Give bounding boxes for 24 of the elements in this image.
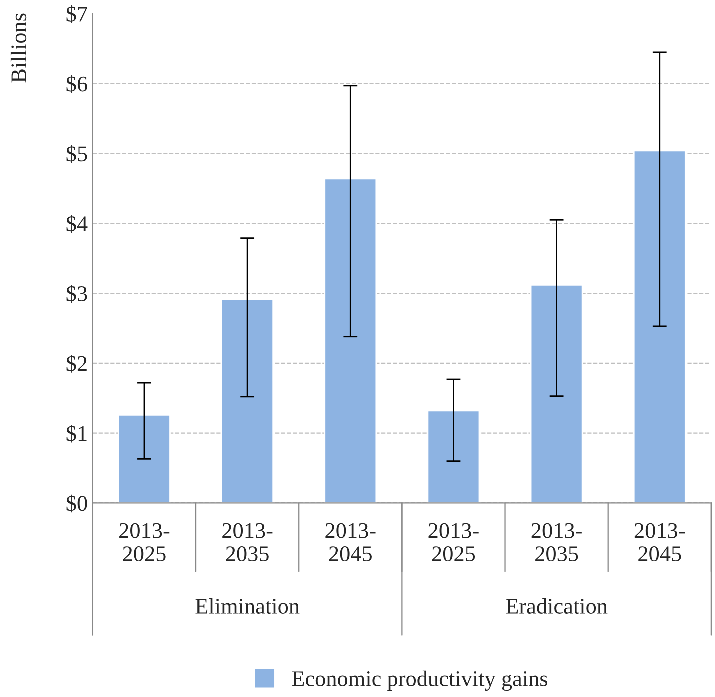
- y-tick-label: $2: [66, 355, 87, 373]
- y-tick-label: $0: [66, 494, 88, 513]
- legend-label: Economic productivity gains: [292, 670, 548, 692]
- y-tick-label: $4: [66, 215, 88, 234]
- x-tick-label: 2013- 2035: [222, 523, 273, 562]
- y-tick-label: $1: [66, 424, 87, 443]
- bar: [633, 150, 686, 504]
- x-tick-label: 2013- 2045: [634, 523, 686, 562]
- y-axis-title: Billions: [10, 14, 27, 83]
- y-tick-label: $7: [66, 6, 88, 24]
- y-tick-label: $3: [66, 285, 88, 303]
- y-tick-label: $6: [66, 75, 88, 94]
- bar: [324, 178, 378, 504]
- text: Eradication: [506, 598, 608, 614]
- bar: [118, 414, 171, 504]
- bar: [221, 299, 274, 504]
- y-tick-label: $5: [66, 145, 88, 164]
- bar: [530, 284, 584, 504]
- x-tick-label: 2013- 2025: [120, 523, 170, 562]
- x-tick-label: 2013- 2035: [532, 523, 582, 562]
- x-tick-label: 2013- 2025: [428, 523, 479, 562]
- text: Elimination: [196, 598, 300, 614]
- bar: [427, 410, 480, 504]
- x-tick-label: 2013- 2045: [326, 523, 376, 562]
